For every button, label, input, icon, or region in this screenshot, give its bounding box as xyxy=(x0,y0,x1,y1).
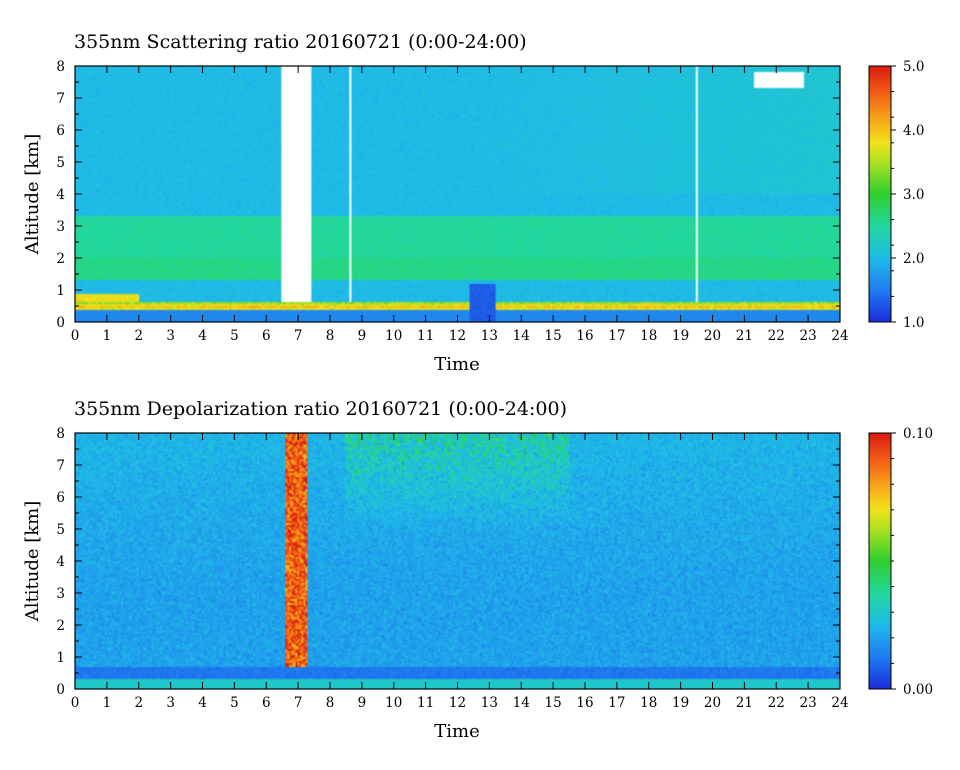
x-tick-label: 12 xyxy=(449,695,466,711)
colorbar xyxy=(868,65,892,323)
y-tick-label: 5 xyxy=(56,155,65,171)
x-tick-label: 16 xyxy=(576,328,593,344)
y-tick-label: 0 xyxy=(56,315,65,331)
colorbar-tick-label: 5.0 xyxy=(903,59,924,75)
x-tick-label: 15 xyxy=(545,328,562,344)
x-tick-label: 23 xyxy=(800,695,817,711)
x-tick-label: 8 xyxy=(326,695,335,711)
x-tick-label: 6 xyxy=(262,328,271,344)
y-tick-label: 0 xyxy=(56,682,65,698)
depolarization-ratio-heatmap xyxy=(75,433,840,689)
colorbar-tick-label: 4.0 xyxy=(903,123,924,139)
colorbar-tick-label: 0.00 xyxy=(903,682,933,698)
y-tick-label: 8 xyxy=(56,426,65,442)
y-tick-label: 4 xyxy=(56,187,65,203)
chart-title: 355nm Scattering ratio 20160721 (0:00-24… xyxy=(74,31,527,53)
y-tick-label: 3 xyxy=(56,219,65,235)
x-tick-label: 9 xyxy=(358,695,367,711)
x-tick-label: 5 xyxy=(230,328,239,344)
colorbar-tick-label: 0.10 xyxy=(903,426,933,442)
x-tick-label: 17 xyxy=(608,328,625,344)
colorbar-tick-label: 2.0 xyxy=(903,251,924,267)
x-tick-label: 8 xyxy=(326,328,335,344)
x-tick-label: 20 xyxy=(704,328,721,344)
y-tick-label: 3 xyxy=(56,586,65,602)
x-axis-label: Time xyxy=(434,354,479,375)
x-tick-label: 0 xyxy=(71,695,80,711)
y-axis-label: Altitude [km] xyxy=(22,134,43,256)
x-tick-label: 14 xyxy=(513,695,530,711)
x-tick-label: 16 xyxy=(576,695,593,711)
x-tick-label: 7 xyxy=(294,328,303,344)
x-tick-label: 4 xyxy=(198,328,207,344)
x-tick-label: 11 xyxy=(417,328,434,344)
x-tick-label: 0 xyxy=(71,328,80,344)
colorbar-tick-label: 3.0 xyxy=(903,187,924,203)
x-tick-label: 2 xyxy=(134,695,143,711)
x-tick-label: 11 xyxy=(417,695,434,711)
x-tick-label: 18 xyxy=(640,328,657,344)
axis-ticks: 0 1 2 3 4 5 6 7 8 9 10 11 12 13 14 15 16 17 18 19 20 21 22 23 24… xyxy=(56,426,848,711)
y-tick-label: 7 xyxy=(56,458,65,474)
x-tick-label: 10 xyxy=(385,695,402,711)
x-tick-label: 20 xyxy=(704,695,721,711)
x-tick-label: 7 xyxy=(294,695,303,711)
axis-ticks: 0 1 2 3 4 5 6 7 8 9 10 11 12 13 14 15 16 17 18 19 20 21 22 23 24… xyxy=(56,59,848,344)
y-tick-label: 5 xyxy=(56,522,65,538)
x-tick-label: 18 xyxy=(640,695,657,711)
x-tick-label: 23 xyxy=(800,328,817,344)
x-tick-label: 3 xyxy=(166,695,175,711)
y-tick-label: 8 xyxy=(56,59,65,75)
x-tick-label: 13 xyxy=(481,328,498,344)
colorbar-ticks: 1.0 2.0 3.0 4.0 5.0 xyxy=(891,59,924,331)
x-tick-label: 13 xyxy=(481,695,498,711)
y-tick-label: 6 xyxy=(56,123,65,139)
x-tick-label: 17 xyxy=(608,695,625,711)
x-tick-label: 2 xyxy=(134,328,143,344)
x-axis-label: Time xyxy=(434,721,479,742)
x-tick-label: 15 xyxy=(545,695,562,711)
x-tick-label: 24 xyxy=(831,695,848,711)
x-tick-label: 10 xyxy=(385,328,402,344)
x-tick-label: 19 xyxy=(672,695,689,711)
x-tick-label: 19 xyxy=(672,328,689,344)
y-tick-label: 6 xyxy=(56,490,65,506)
x-tick-label: 4 xyxy=(198,695,207,711)
x-tick-label: 5 xyxy=(230,695,239,711)
x-tick-label: 12 xyxy=(449,328,466,344)
x-tick-label: 22 xyxy=(768,695,785,711)
colorbar xyxy=(868,432,892,690)
scattering-ratio-heatmap xyxy=(75,66,840,322)
y-tick-label: 1 xyxy=(56,283,65,299)
x-tick-label: 22 xyxy=(768,328,785,344)
y-tick-label: 7 xyxy=(56,91,65,107)
x-tick-label: 24 xyxy=(831,328,848,344)
y-tick-label: 2 xyxy=(56,618,65,634)
depolarization-ratio-panel: 355nm Depolarization ratio 20160721 (0:0… xyxy=(22,398,933,742)
x-tick-label: 14 xyxy=(513,328,530,344)
y-tick-label: 1 xyxy=(56,650,65,666)
colorbar-tick-label: 1.0 xyxy=(903,315,924,331)
x-tick-label: 3 xyxy=(166,328,175,344)
y-axis-label: Altitude [km] xyxy=(22,501,43,623)
y-tick-label: 2 xyxy=(56,251,65,267)
y-tick-label: 4 xyxy=(56,554,65,570)
x-tick-label: 1 xyxy=(103,695,112,711)
x-tick-label: 21 xyxy=(736,328,753,344)
x-tick-label: 9 xyxy=(358,328,367,344)
x-tick-label: 1 xyxy=(103,328,112,344)
x-tick-label: 6 xyxy=(262,695,271,711)
colorbar-ticks: 0.00 0.10 xyxy=(891,426,933,698)
chart-title: 355nm Depolarization ratio 20160721 (0:0… xyxy=(74,398,567,420)
scattering-ratio-panel: 355nm Scattering ratio 20160721 (0:00-24… xyxy=(22,31,924,375)
x-tick-label: 21 xyxy=(736,695,753,711)
